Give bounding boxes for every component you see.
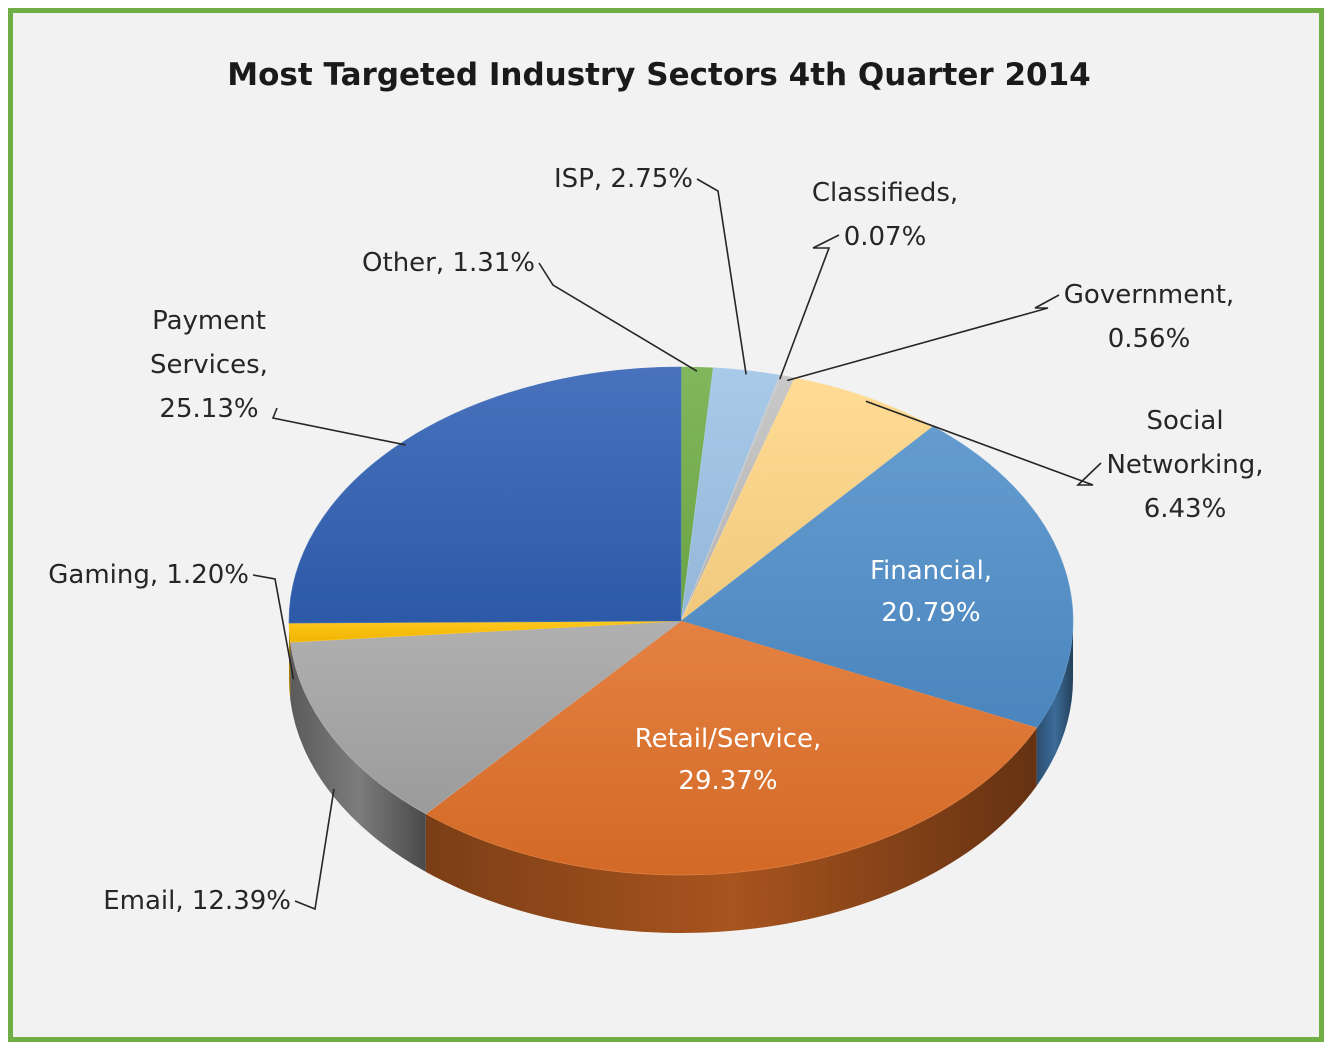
data-label-financial: Financial, 20.79%: [870, 556, 992, 628]
leader-line-isp: [696, 178, 747, 375]
data-label-line: Retail/Service,: [635, 724, 822, 754]
slice-side-retail-service: [425, 727, 1037, 933]
slice-payment-services: [288, 366, 682, 624]
data-label-line: 25.13%: [159, 394, 258, 424]
slice-financial: [680, 426, 1074, 729]
leader-line-government: [786, 294, 1060, 382]
data-label-line: Email, 12.39%: [103, 886, 291, 916]
leader-line-classifieds: [778, 234, 840, 380]
data-label-line: 29.37%: [678, 766, 777, 796]
data-label-line: Classifieds,: [812, 178, 958, 208]
data-label-line: 6.43%: [1144, 494, 1227, 524]
leader-line-payment-services: [271, 407, 406, 446]
data-label-line: Other, 1.31%: [362, 248, 535, 278]
data-label-retail-service: Retail/Service, 29.37%: [635, 724, 822, 796]
data-label-other: Other, 1.31%: [362, 248, 535, 278]
data-label-line: 0.07%: [844, 222, 927, 252]
data-label-line: 20.79%: [881, 598, 980, 628]
data-label-line: Social: [1146, 406, 1223, 436]
chart-frame: Most Targeted Industry Sectors 4th Quart…: [8, 8, 1324, 1042]
data-label-gaming: Gaming, 1.20%: [48, 560, 249, 590]
data-label-line: Government,: [1064, 280, 1234, 310]
data-label-payment-services: Payment Services, 25.13%: [150, 306, 268, 424]
data-label-government: Government, 0.56%: [1064, 280, 1234, 354]
data-label-line: Networking,: [1106, 450, 1263, 480]
slice-side-email: [290, 642, 426, 872]
data-labels: Other, 1.31% ISP, 2.75% Classifieds, 0.07% G…: [48, 164, 1263, 916]
data-label-line: Gaming, 1.20%: [48, 560, 249, 590]
data-label-isp: ISP, 2.75%: [554, 164, 693, 194]
data-label-line: 0.56%: [1108, 324, 1191, 354]
slice-side-financial: [1036, 621, 1073, 786]
data-label-line: Financial,: [870, 556, 992, 586]
slice-email: [290, 620, 682, 815]
chart-title: Most Targeted Industry Sectors 4th Quart…: [227, 57, 1091, 93]
data-label-line: Services,: [150, 350, 268, 380]
leader-lines: [252, 178, 1102, 911]
pie-chart: Most Targeted Industry Sectors 4th Quart…: [48, 57, 1264, 933]
leader-line-gaming: [252, 574, 295, 680]
slice-retail-service: [425, 620, 1038, 876]
data-label-line: ISP, 2.75%: [554, 164, 693, 194]
data-label-classifieds: Classifieds, 0.07%: [812, 178, 958, 252]
data-label-email: Email, 12.39%: [103, 886, 291, 916]
leader-line-email: [294, 788, 335, 911]
leader-line-social-networking: [865, 400, 1102, 486]
leader-line-other: [538, 262, 698, 372]
pie-slices: [288, 366, 1074, 876]
data-label-social-networking: Social Networking, 6.43%: [1106, 406, 1263, 524]
data-label-line: Payment: [152, 306, 266, 336]
